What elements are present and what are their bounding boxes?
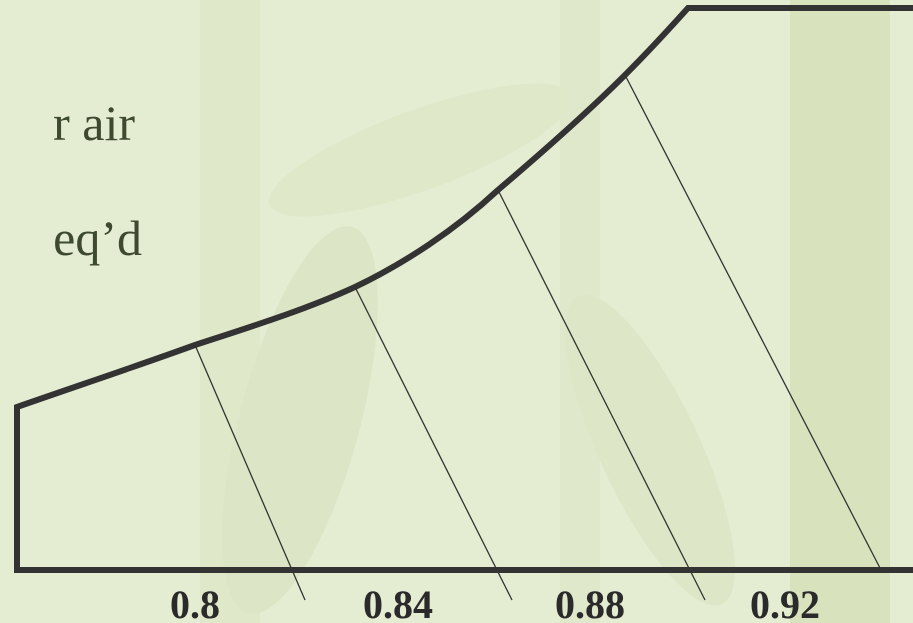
contour-label: 0.88 — [555, 582, 625, 623]
slide: r air eq’d 0.8 0.84 0.88 0.92 — [0, 0, 913, 623]
contour-label: 0.84 — [363, 582, 433, 623]
contour-label: 0.92 — [750, 582, 820, 623]
text-line: eq’d — [53, 210, 142, 266]
background-decoration — [0, 0, 913, 623]
contour-label: 0.8 — [170, 582, 220, 623]
page: {"text_lines": ["r air", "eq’d"], "label… — [0, 0, 913, 623]
text-line: r air — [53, 95, 135, 151]
